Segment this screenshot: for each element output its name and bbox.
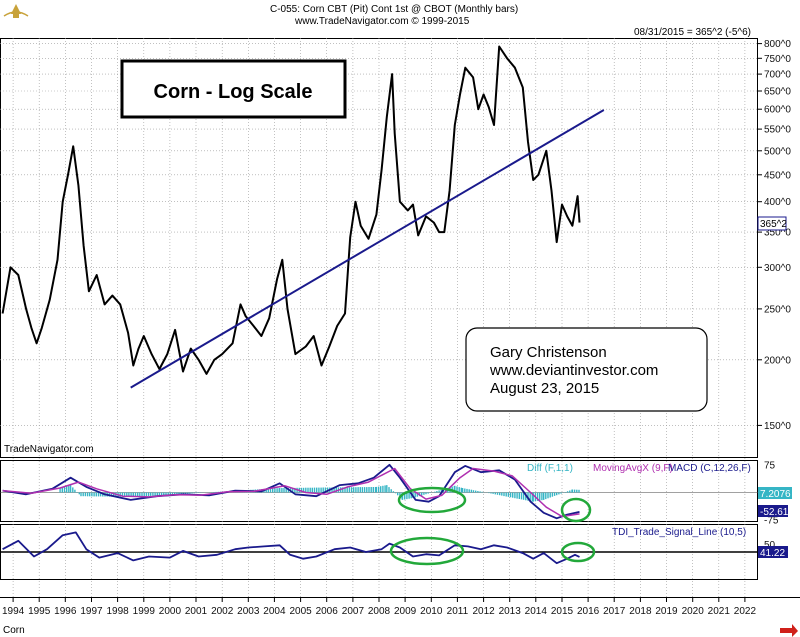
x-tick-label: 2002 [211,606,234,617]
price-last-value-box [757,216,787,231]
tdi-y-tick-label: 50 [764,540,776,551]
chart-header-source: www.TradeNavigator.com © 1999-2015 [294,16,470,27]
annotation-oval-tdi-2009 [389,536,465,566]
macd-signal-line [2,467,580,518]
chart-title: Corn - Log Scale [154,81,313,103]
y-tick-label: 700^0 [764,70,791,81]
chart-header-title: C-055: Corn CBT (Pit) Cont 1st @ CBOT (M… [270,4,518,15]
annotation-website: www.deviantinvestor.com [489,362,658,379]
y-tick-label: 400^0 [764,197,791,208]
x-tick-label: 1995 [28,606,51,617]
price-line [1,45,581,375]
y-tick-label: 300^0 [764,263,791,274]
symbol-label: Corn [3,625,25,636]
x-tick-label: 2020 [682,606,705,617]
x-tick-label: 1997 [80,606,103,617]
annotation-date: August 23, 2015 [490,380,599,397]
macd-last-value: -52.61 [760,507,789,518]
macd-series-group [0,463,758,520]
y-tick-label: 450^0 [764,170,791,181]
macd-diff-last-value: 7.2076 [760,489,791,500]
tdi-legend: TDI_Trade_Signal_Line (10,5) [612,527,746,538]
x-tick-label: 2018 [629,606,652,617]
annotation-author: Gary Christenson [490,344,607,361]
x-tick-label: 2019 [655,606,678,617]
macd-legend-macd: MACD (C,12,26,F) [668,463,751,474]
annotation-box [465,327,708,412]
macd-last-box [758,505,788,517]
x-tick-label: 2008 [368,606,391,617]
tdi-series-group [0,531,758,565]
last-quote-text: 08/31/2015 = 365^2 (-5^6) [634,27,751,38]
x-tick-label: 2021 [708,606,731,617]
x-tick-label: 1998 [106,606,129,617]
x-tick-label: 1999 [133,606,156,617]
x-tick-label: 1994 [2,606,25,617]
x-axis-ticks: 1994 1995 1996 1997 1998 1999 2000 2001 2002 2003… [2,597,756,617]
tdi-line [2,531,580,565]
trade-navigator-logo-icon [3,4,29,18]
scroll-right-arrow-icon[interactable] [780,624,798,637]
y-tick-label: 750^0 [764,54,791,65]
macd-legend-moving-avg: MovingAvgX (9,F) [593,463,673,474]
x-tick-label: 2009 [394,606,417,617]
y-tick-label: 800^0 [764,39,791,50]
x-tick-label: 2012 [472,606,495,617]
tdi-last-box [758,546,788,558]
x-tick-label: 2000 [159,606,182,617]
x-tick-label: 2007 [342,606,365,617]
y-tick-label: 550^0 [764,125,791,136]
macd-diff-last-box [758,487,792,499]
macd-y-tick-label: -75 [764,516,779,527]
x-tick-label: 2022 [734,606,757,617]
indicator-axis-ticks: 75 -75 50 [764,460,779,551]
y-tick-label: 600^0 [764,105,791,116]
x-tick-label: 2014 [525,606,548,617]
vertical-gridlines [12,38,746,597]
x-tick-label: 2011 [447,606,469,617]
price-y-axis-ticks: 150^0 200^0 250^0 300^0 350^0 400^0 450^0 500^0… [758,39,791,432]
y-tick-label: 650^0 [764,87,791,98]
x-tick-label: 1996 [54,606,77,617]
annotation-oval-macd-2009 [397,486,467,514]
price-series-group [1,45,605,389]
x-tick-label: 2010 [420,606,443,617]
macd-y-tick-label: 75 [764,460,776,471]
annotation-oval-macd-2015 [560,497,592,523]
chart-title-box [120,59,347,119]
trendline [130,109,605,389]
x-tick-label: 2006 [316,606,339,617]
macd-line [2,463,580,520]
price-last-value: 365^2 [760,219,787,230]
macd-legend-diff: Diff (F,1,1) [527,463,573,474]
x-tick-label: 2001 [185,606,208,617]
x-tick-label: 2003 [237,606,260,617]
x-tick-label: 2017 [603,606,626,617]
y-tick-label: 150^0 [764,421,791,432]
annotation-oval-tdi-2015 [560,541,596,563]
y-tick-label: 500^0 [764,146,791,157]
x-tick-label: 2013 [499,606,522,617]
x-tick-label: 2004 [263,606,286,617]
y-tick-label: 200^0 [764,355,791,366]
tdi-last-value: 41.22 [760,548,785,559]
y-tick-label: 250^0 [764,304,791,315]
x-tick-label: 2005 [289,606,312,617]
x-tick-label: 2015 [551,606,574,617]
y-tick-label: 350^0 [764,228,791,239]
watermark: TradeNavigator.com [4,444,94,455]
x-tick-label: 2016 [577,606,600,617]
